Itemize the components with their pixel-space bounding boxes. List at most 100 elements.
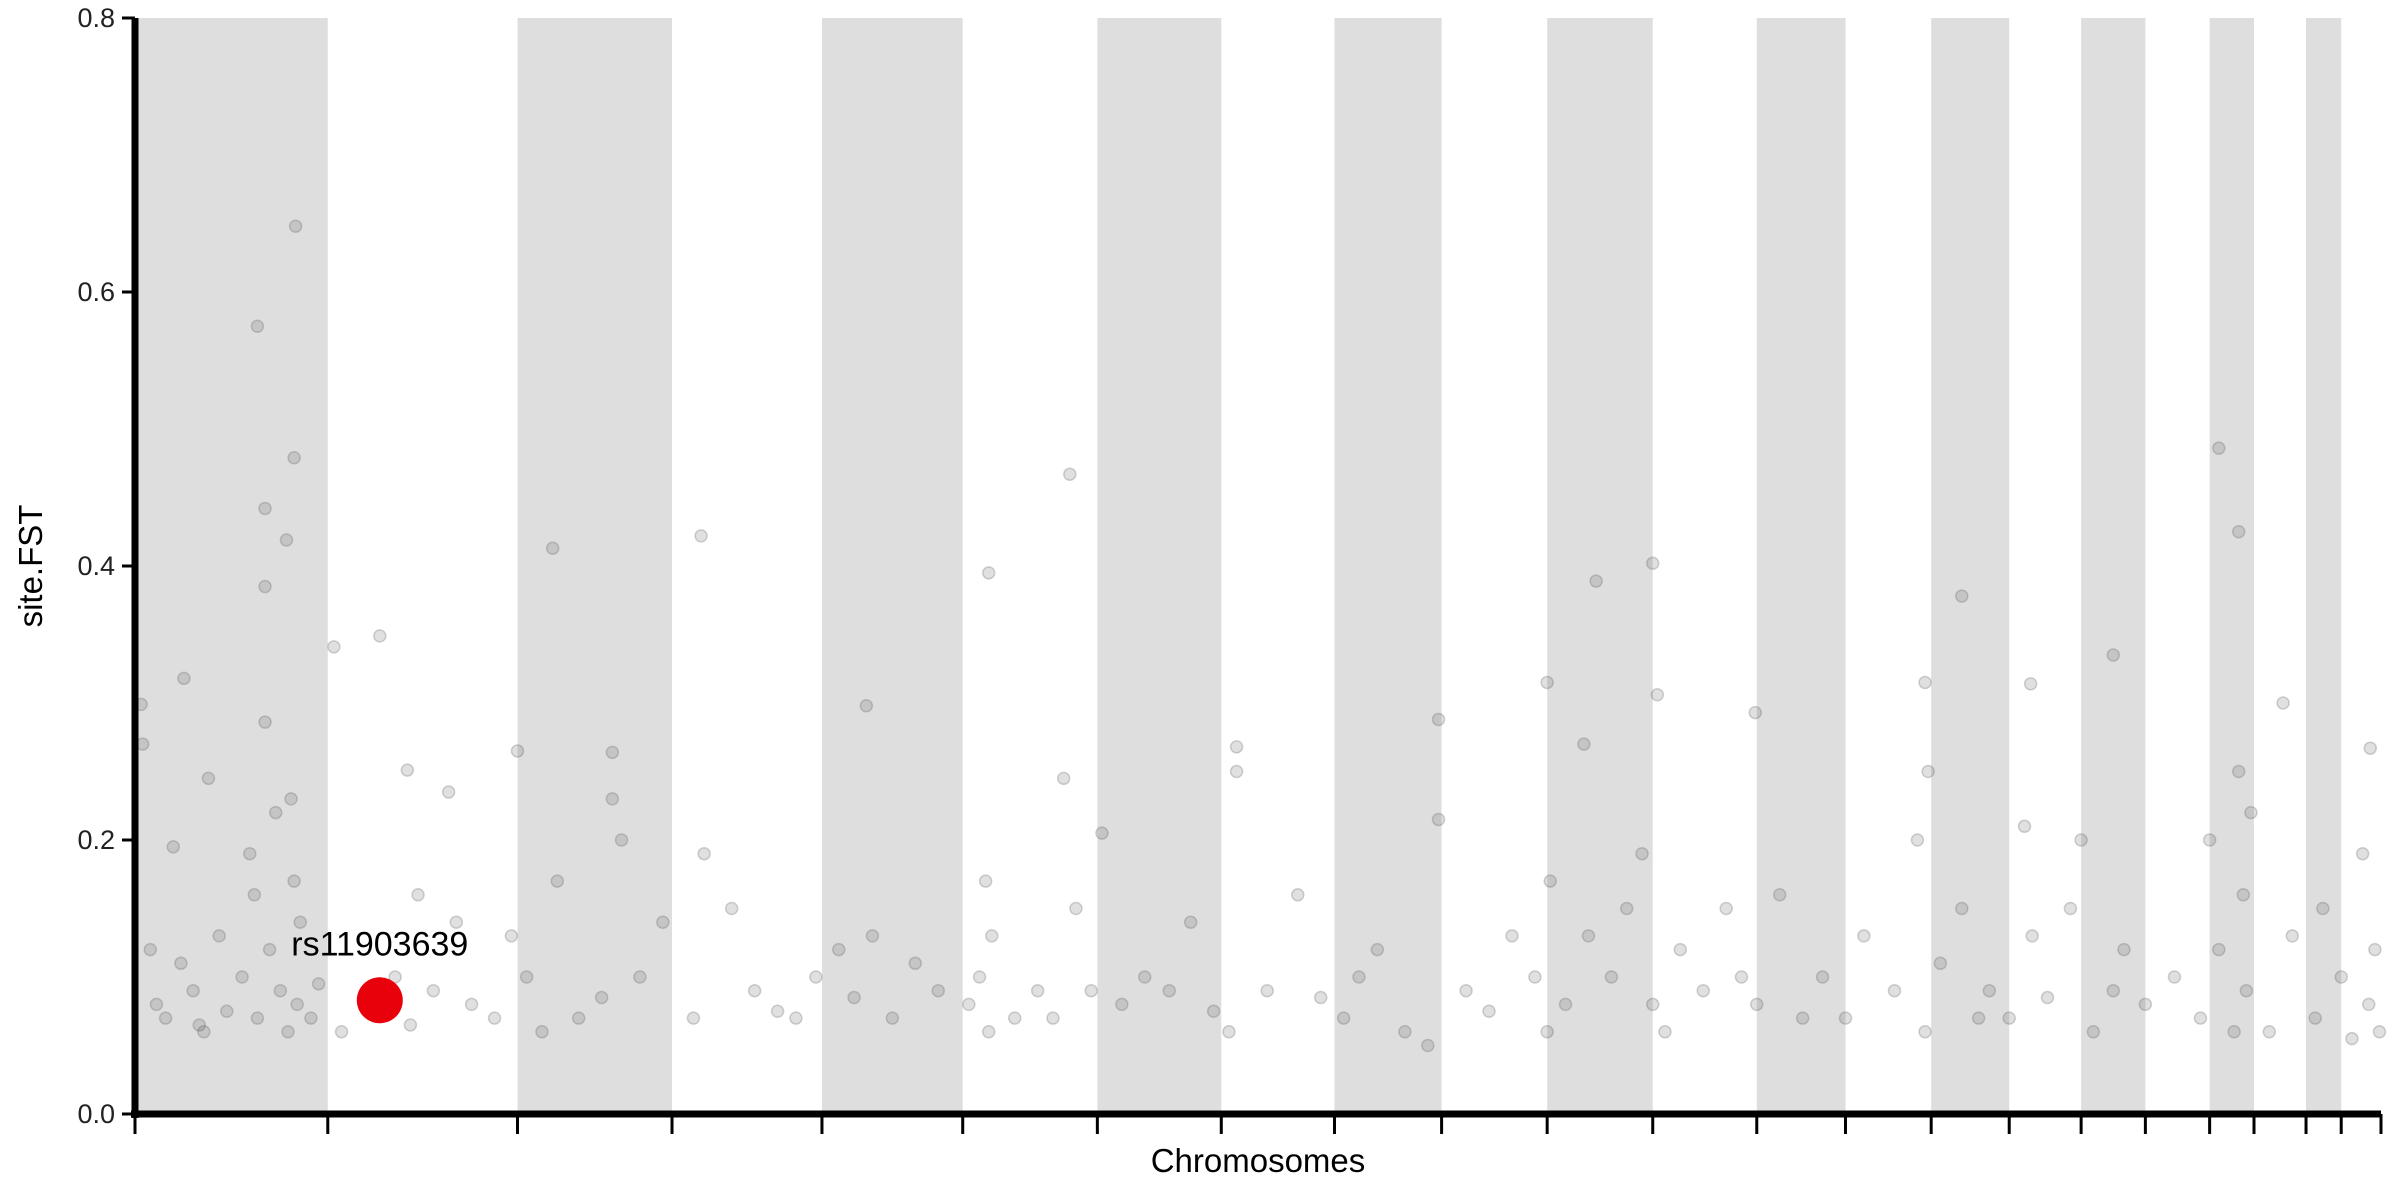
snp-point bbox=[1748, 705, 1762, 720]
snp-point bbox=[1183, 915, 1198, 929]
snp-point bbox=[2074, 833, 2088, 847]
snp-point bbox=[885, 1011, 900, 1025]
snp-point bbox=[273, 983, 288, 998]
snp-point bbox=[1229, 764, 1244, 779]
snp-point bbox=[1635, 846, 1649, 861]
snp-point bbox=[287, 874, 301, 888]
snp-point bbox=[1352, 970, 1366, 984]
snp-point bbox=[281, 1025, 295, 1039]
snp-point bbox=[1084, 983, 1098, 998]
snp-point bbox=[1229, 740, 1244, 754]
snp-point bbox=[242, 846, 257, 861]
snp-point bbox=[633, 970, 647, 984]
snp-point bbox=[2355, 846, 2370, 861]
snp-point bbox=[293, 915, 307, 929]
snp-point bbox=[1581, 929, 1596, 943]
snp-point bbox=[2212, 942, 2226, 957]
snp-point bbox=[510, 744, 525, 758]
chromosome-band bbox=[1547, 18, 1653, 1114]
snp-point bbox=[1604, 970, 1619, 984]
chromosome-band bbox=[2306, 18, 2342, 1114]
snp-point bbox=[1030, 983, 1045, 998]
snp-point bbox=[1887, 983, 1902, 998]
snp-point bbox=[1645, 997, 1660, 1012]
snp-point bbox=[1619, 901, 1634, 916]
snp-point bbox=[972, 970, 987, 984]
snp-point bbox=[962, 997, 976, 1012]
snp-point bbox=[809, 970, 823, 984]
snp-point bbox=[1260, 983, 1274, 998]
snp-point bbox=[832, 942, 846, 957]
snp-point bbox=[258, 715, 272, 729]
snp-point bbox=[656, 915, 670, 929]
snp-point bbox=[1543, 874, 1557, 888]
snp-point bbox=[594, 990, 609, 1005]
snp-point bbox=[1673, 942, 1688, 957]
snp-point bbox=[1933, 956, 1948, 971]
snp-point bbox=[1336, 1011, 1351, 1025]
snp-point bbox=[1222, 1025, 1236, 1039]
snp-point bbox=[1138, 970, 1152, 984]
chromosome-band bbox=[1334, 18, 1442, 1114]
snp-point bbox=[2231, 764, 2246, 779]
snp-point bbox=[1046, 1011, 1060, 1025]
snp-point bbox=[859, 698, 874, 713]
snp-point bbox=[931, 983, 945, 998]
snp-point bbox=[1815, 970, 1830, 984]
snp-point bbox=[2106, 983, 2121, 998]
snp-point bbox=[192, 1018, 207, 1032]
snp-point bbox=[212, 929, 226, 943]
snp-point bbox=[403, 1018, 418, 1032]
snp-point bbox=[1115, 997, 1129, 1012]
snp-point bbox=[2244, 805, 2258, 820]
y-tick-label: 0.4 bbox=[77, 551, 115, 581]
snp-point bbox=[1857, 929, 1871, 943]
snp-point bbox=[1421, 1038, 1435, 1053]
snp-point bbox=[449, 915, 464, 929]
highlight-label: rs11903639 bbox=[291, 925, 468, 963]
snp-point bbox=[1750, 997, 1764, 1012]
snp-point bbox=[847, 990, 861, 1005]
snp-point bbox=[605, 792, 620, 806]
snp-point bbox=[2372, 1025, 2387, 1039]
snp-point bbox=[186, 983, 200, 998]
snp-point bbox=[1734, 970, 1749, 984]
snp-point bbox=[250, 319, 265, 333]
snp-point bbox=[747, 983, 762, 998]
snp-point bbox=[2017, 819, 2032, 834]
snp-point bbox=[2345, 1031, 2359, 1046]
snp-point bbox=[908, 956, 923, 971]
snp-point bbox=[2239, 983, 2254, 998]
snp-point bbox=[981, 566, 996, 580]
snp-point bbox=[2167, 970, 2182, 984]
snp-point bbox=[865, 929, 880, 943]
snp-point bbox=[2236, 888, 2251, 902]
snp-point bbox=[571, 1011, 586, 1025]
snp-point bbox=[279, 533, 294, 547]
chromosome-band bbox=[821, 18, 963, 1114]
snp-point bbox=[1482, 1004, 1496, 1018]
snp-point bbox=[605, 745, 620, 760]
snp-point bbox=[1772, 888, 1787, 902]
chromosome-band bbox=[517, 18, 673, 1114]
snp-point bbox=[1719, 901, 1733, 916]
snp-point bbox=[504, 929, 519, 943]
snp-point bbox=[1955, 589, 1969, 603]
snp-point bbox=[686, 1011, 701, 1025]
snp-point bbox=[1540, 675, 1554, 690]
snp-point bbox=[1921, 764, 1935, 779]
snp-point bbox=[1206, 1004, 1221, 1018]
snp-point bbox=[1645, 556, 1660, 571]
snp-point bbox=[426, 983, 441, 998]
snp-point bbox=[985, 929, 999, 943]
snp-point bbox=[724, 901, 739, 916]
snp-point bbox=[2202, 833, 2217, 847]
y-tick-label: 0.6 bbox=[77, 277, 115, 307]
y-tick-label: 0.8 bbox=[77, 3, 115, 33]
chromosome-band bbox=[1097, 18, 1222, 1114]
snp-point bbox=[1162, 983, 1177, 998]
snp-point bbox=[1795, 1011, 1810, 1025]
snp-point bbox=[550, 874, 565, 888]
snp-point bbox=[287, 451, 301, 465]
snp-point bbox=[1505, 929, 1519, 943]
